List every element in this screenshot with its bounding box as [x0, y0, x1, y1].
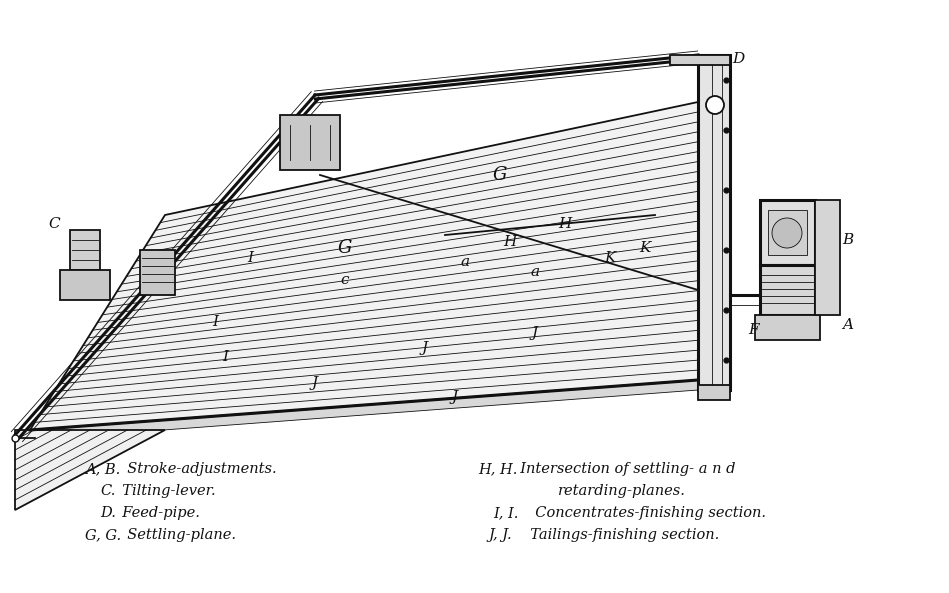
Polygon shape — [815, 200, 840, 315]
Polygon shape — [60, 270, 110, 300]
Polygon shape — [698, 55, 730, 390]
Polygon shape — [70, 230, 100, 270]
Polygon shape — [30, 102, 698, 430]
Text: Intersection of settling- a n d: Intersection of settling- a n d — [511, 462, 735, 476]
Text: Concentrates-finishing section.: Concentrates-finishing section. — [526, 506, 766, 520]
Text: I, I.: I, I. — [493, 506, 518, 520]
Polygon shape — [140, 250, 175, 295]
Text: B: B — [842, 233, 853, 247]
Text: c: c — [341, 273, 349, 287]
Polygon shape — [15, 430, 165, 510]
Text: I: I — [222, 350, 228, 364]
Text: J: J — [532, 326, 538, 340]
Polygon shape — [760, 265, 815, 315]
Text: J: J — [312, 376, 318, 390]
Text: a: a — [530, 265, 540, 279]
Text: J: J — [452, 390, 458, 404]
Text: H: H — [503, 235, 516, 249]
Text: Feed-pipe.: Feed-pipe. — [113, 506, 200, 520]
Text: H, H.: H, H. — [478, 462, 517, 476]
Text: J: J — [422, 341, 428, 355]
Polygon shape — [760, 200, 815, 265]
Text: G: G — [338, 239, 352, 257]
Text: G: G — [493, 166, 507, 184]
Polygon shape — [768, 210, 807, 255]
Polygon shape — [755, 315, 820, 340]
Text: D: D — [732, 52, 744, 66]
Text: retarding-planes.: retarding-planes. — [558, 484, 686, 498]
Circle shape — [772, 218, 802, 248]
Text: I: I — [212, 315, 218, 329]
Text: K: K — [640, 241, 651, 255]
Text: A: A — [842, 318, 853, 332]
Text: Settling-plane.: Settling-plane. — [118, 528, 235, 542]
Text: A, B.: A, B. — [85, 462, 121, 476]
Text: C.: C. — [100, 484, 116, 498]
Polygon shape — [30, 380, 698, 440]
Polygon shape — [670, 55, 730, 65]
Text: Stroke-adjustments.: Stroke-adjustments. — [118, 462, 276, 476]
Text: H: H — [558, 217, 571, 231]
Polygon shape — [280, 115, 340, 170]
Text: K: K — [605, 251, 616, 265]
Text: Tilting-lever.: Tilting-lever. — [113, 484, 215, 498]
Text: D.: D. — [100, 506, 116, 520]
Text: C: C — [48, 217, 60, 231]
Text: F: F — [748, 323, 758, 337]
Text: Tailings-finishing section.: Tailings-finishing section. — [521, 528, 718, 542]
Text: I: I — [247, 251, 253, 265]
Circle shape — [706, 96, 724, 114]
Text: G, G.: G, G. — [85, 528, 121, 542]
Text: a: a — [460, 255, 470, 269]
Text: J, J.: J, J. — [488, 528, 512, 542]
Polygon shape — [698, 385, 730, 400]
